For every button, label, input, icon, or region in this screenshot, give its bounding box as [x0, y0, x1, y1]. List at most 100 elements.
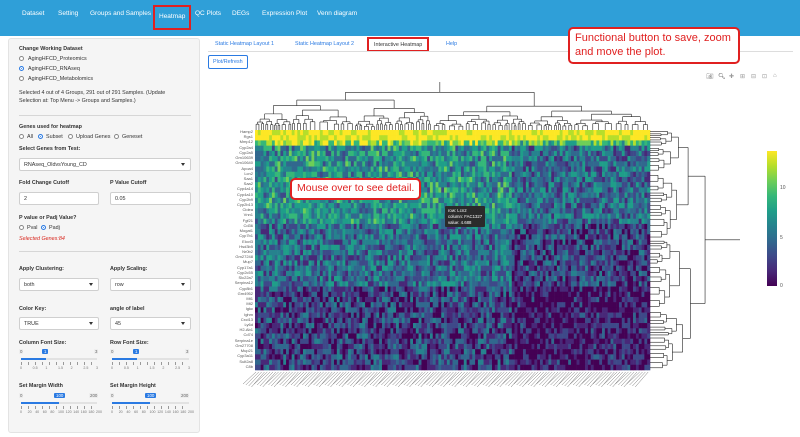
tab-interactive-heatmap[interactable]: Interactive Heatmap — [366, 37, 430, 52]
plot-refresh-button[interactable]: Plot/Refresh — [208, 55, 248, 69]
slider-tick-label: 140 — [73, 410, 80, 414]
row-label: C8b — [245, 363, 253, 369]
row-font-slider[interactable] — [112, 358, 189, 360]
callout-mouse-over: Mouse over to see detail. — [290, 178, 422, 200]
home-icon[interactable]: ⌂ — [773, 73, 777, 79]
row-label: Cyp2b9 — [239, 196, 253, 202]
row-label: Gm27248 — [235, 254, 253, 260]
hover-tooltip: row: Lcn2 column: FAC1327 value: 4.688 — [445, 206, 486, 228]
row-label: Serpina1e — [234, 337, 253, 343]
radio-genes-geneset[interactable] — [114, 134, 119, 139]
slider-tick-label: 0 — [111, 410, 113, 414]
row-label: Fgf21 — [242, 217, 253, 223]
divider — [19, 115, 191, 116]
autoscale-icon[interactable]: ⊡ — [762, 74, 768, 80]
slider-tick-label: 200 — [96, 410, 102, 414]
clustering-select[interactable]: both — [19, 278, 99, 291]
slider-tick-label: 180 — [180, 410, 187, 414]
colorbar-tick-0: 0 — [780, 283, 783, 289]
row-label: H2-Ab1 — [239, 327, 253, 333]
camera-icon[interactable]: 📷︎ — [706, 74, 714, 80]
column-dendrogram — [255, 82, 648, 130]
selection-note-line1: Selected 4 out of 4 Groups, 291 out of 2… — [19, 90, 166, 96]
fc-cutoff-input[interactable]: 2 — [19, 192, 99, 205]
radio-genes-upload-label: Upload Genes — [76, 134, 111, 140]
selected-genes-count: Selected Genes:84 — [19, 236, 65, 242]
sidebar-panel: Change Working Dataset AgingHFCD_Proteom… — [8, 38, 200, 433]
tab-underline — [208, 51, 793, 52]
slider-tick-label: 140 — [164, 410, 171, 414]
radio-rnaseq-label: AgingHFCD_RNAseq — [28, 66, 80, 72]
column-labels — [242, 371, 649, 388]
nav-groups-and-samples[interactable]: Groups and Samples — [90, 10, 152, 17]
chevron-down-icon — [181, 322, 185, 325]
row-label: Cidea — [242, 207, 253, 213]
slider-tick-label: 2 — [70, 366, 73, 370]
row-font-slider-fill — [112, 358, 137, 360]
angle-select[interactable]: 45 — [110, 317, 191, 330]
test-select-value: RNAseq_OldvsYoung_CD — [24, 162, 87, 168]
zoom-icon[interactable]: 🔍︎ — [718, 74, 726, 80]
radio-genes-subset[interactable] — [38, 134, 43, 139]
nav-dataset[interactable]: Dataset — [22, 10, 45, 17]
nav-qc-plots[interactable]: QC Plots — [195, 10, 222, 17]
slider-tick-label: 0 — [20, 410, 22, 414]
radio-genes-subset-label: Subset — [46, 134, 63, 140]
row-label: Elovl3 — [242, 238, 253, 244]
radio-genes-upload[interactable] — [68, 134, 73, 139]
colorkey-select[interactable]: TRUE — [19, 317, 99, 330]
row-label: Rgs1 — [243, 134, 253, 140]
pan-icon[interactable]: ✚ — [729, 74, 735, 80]
margin-width-slider[interactable] — [21, 402, 97, 404]
row-label: Serpina12 — [234, 280, 253, 286]
nav-venn-diagram[interactable]: Venn diagram — [317, 10, 358, 17]
margin-width-min: 0 — [19, 393, 24, 398]
slider-tick-label: 2.5 — [83, 366, 89, 370]
nav-degs[interactable]: DEGs — [232, 10, 250, 17]
radio-padj[interactable] — [41, 225, 46, 230]
margin-width-slider-fill — [21, 402, 59, 404]
row-font-ticks — [112, 362, 189, 365]
row-label: Cyp3a11 — [237, 353, 253, 359]
radio-padj-label: Padj — [49, 225, 60, 231]
slider-tick-label: 20 — [27, 410, 32, 414]
colorkey-value: TRUE — [24, 321, 39, 327]
row-label: Cyp2a4 — [239, 144, 253, 150]
radio-genes-all[interactable] — [19, 134, 24, 139]
colorbar-tick-5: 5 — [780, 235, 783, 241]
chevron-down-icon — [181, 283, 185, 286]
margin-height-slider[interactable] — [112, 402, 189, 404]
radio-rnaseq[interactable] — [19, 66, 24, 71]
angle-value: 45 — [115, 321, 121, 327]
radio-genes-all-label: All — [27, 134, 33, 140]
zoom-out-icon[interactable]: ⊟ — [751, 74, 757, 80]
nav-heatmap[interactable]: Heatmap — [153, 5, 192, 30]
row-label: Mup21 — [240, 348, 253, 354]
radio-pval[interactable] — [19, 225, 24, 230]
row-label: Saa1 — [243, 175, 253, 181]
slider-tick-label: 80 — [141, 410, 146, 414]
clustering-label: Apply Clustering: — [19, 266, 64, 272]
heatmap-cells[interactable] — [255, 130, 651, 371]
nav-expression-plot[interactable]: Expression Plot — [262, 10, 308, 17]
slider-tick-label: 100 — [149, 410, 156, 414]
radio-proteomics[interactable] — [19, 56, 24, 61]
tab-static-layout-2[interactable]: Static Heatmap Layout 2 — [295, 41, 355, 47]
row-label: Ighm — [244, 311, 253, 317]
radio-metabolomics[interactable] — [19, 76, 24, 81]
tab-help[interactable]: Help — [446, 41, 458, 47]
zoom-in-icon[interactable]: ⊞ — [740, 74, 746, 80]
nav-setting[interactable]: Setting — [58, 10, 79, 17]
slider-tick-label: 1.5 — [58, 366, 63, 370]
col-font-slider[interactable] — [21, 358, 97, 360]
test-select[interactable]: RNAseq_OldvsYoung_CD — [19, 158, 191, 171]
row-label: Cyp7b1 — [239, 233, 253, 239]
tab-static-layout-1[interactable]: Static Heatmap Layout 1 — [215, 41, 275, 47]
row-font-max: 3 — [185, 349, 190, 354]
margin-height-label: Set Margin Height — [110, 383, 156, 389]
pv-cutoff-input[interactable]: 0.05 — [110, 192, 191, 205]
slider-tick-label: 3 — [188, 366, 190, 370]
scaling-select[interactable]: row — [110, 278, 191, 291]
slider-tick-label: 20 — [118, 410, 123, 414]
